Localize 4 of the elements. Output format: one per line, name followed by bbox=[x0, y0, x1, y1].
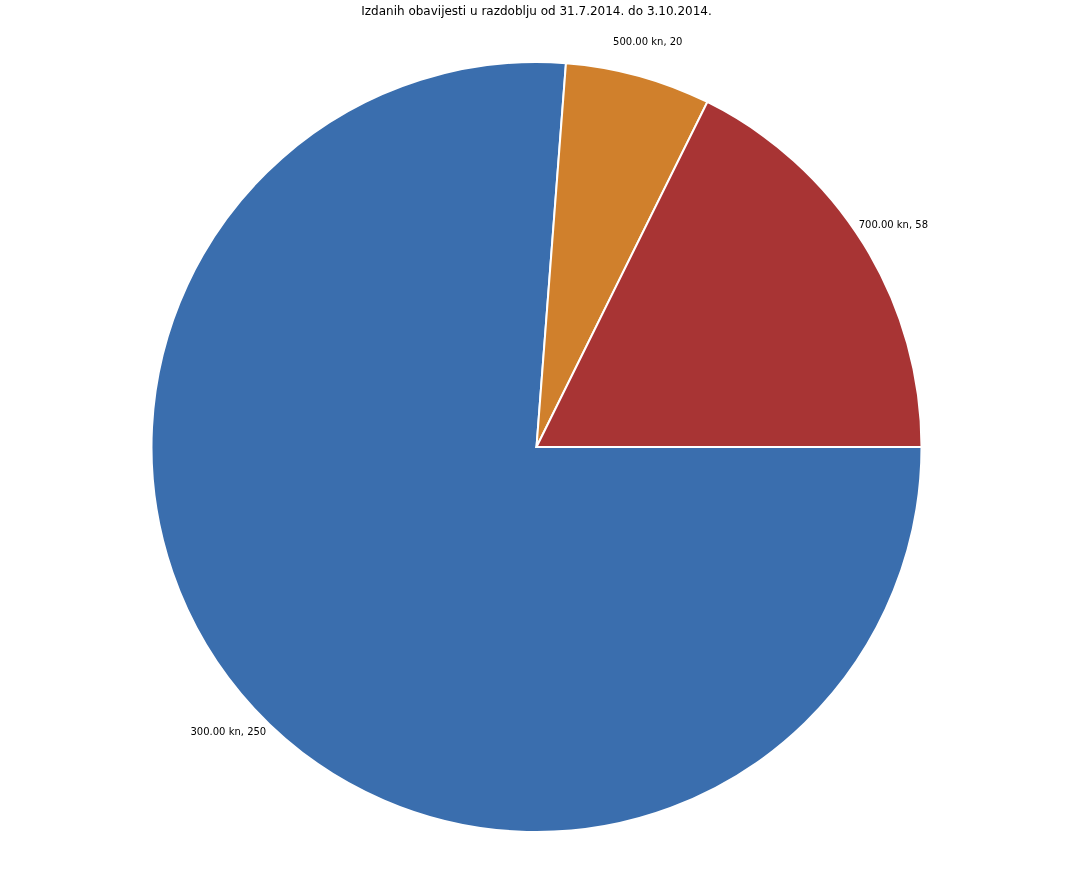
chart-title: Izdanih obavijesti u razdoblju od 31.7.2014. do 3.10.2014. bbox=[361, 4, 712, 18]
slice-label: 300.00 kn, 250 bbox=[190, 726, 267, 738]
slice-label: 700.00 kn, 58 bbox=[858, 219, 929, 231]
slice-label: 500.00 kn, 20 bbox=[613, 36, 683, 48]
